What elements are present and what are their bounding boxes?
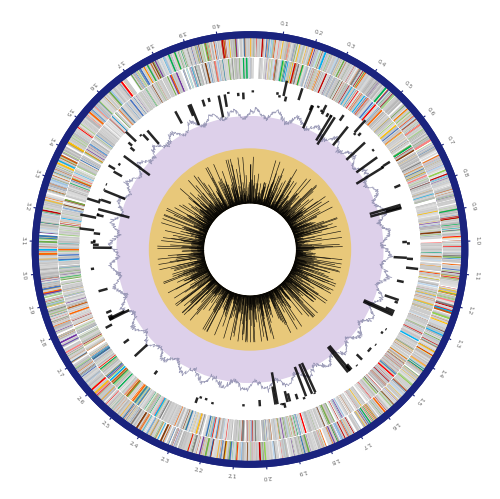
Text: 3.6: 3.6 [87,80,98,90]
Text: 3.1: 3.1 [20,236,26,246]
Text: 0.5: 0.5 [402,80,413,91]
Text: 1.1: 1.1 [473,271,479,280]
Text: 0.6: 0.6 [426,106,436,117]
Text: 3.2: 3.2 [24,201,30,211]
Text: 0.2: 0.2 [314,29,324,36]
Text: 2.3: 2.3 [160,457,170,465]
Text: 2.1: 2.1 [228,474,237,479]
Text: 2.6: 2.6 [75,396,85,406]
Circle shape [150,149,350,350]
Circle shape [205,205,295,294]
Text: 4.0: 4.0 [210,21,220,28]
Circle shape [205,205,295,294]
Text: 0.3: 0.3 [346,41,356,50]
Text: 2.2: 2.2 [193,468,203,475]
Text: 1.5: 1.5 [415,396,425,406]
Text: 2.8: 2.8 [38,337,46,348]
Text: 2.0: 2.0 [262,474,272,479]
Text: 3.5: 3.5 [64,106,74,117]
Text: 3.0: 3.0 [21,270,27,280]
Text: 3.3: 3.3 [32,167,40,178]
Text: 3.9: 3.9 [176,29,186,36]
Text: 1.9: 1.9 [297,468,307,475]
Text: 2.5: 2.5 [100,420,110,430]
Text: 1.8: 1.8 [330,457,340,465]
Text: 2.9: 2.9 [27,304,34,315]
Text: 3.4: 3.4 [46,136,54,146]
Text: 1.6: 1.6 [390,420,400,430]
Text: 3.7: 3.7 [114,59,124,68]
Text: 1.2: 1.2 [466,305,473,315]
Text: 0.8: 0.8 [460,167,468,178]
Text: 2.7: 2.7 [54,368,64,378]
Text: 0.7: 0.7 [446,136,454,146]
Text: 0.4: 0.4 [376,59,386,68]
Text: 0.1: 0.1 [280,21,289,28]
Text: 1.4: 1.4 [436,368,446,378]
Text: 0.9: 0.9 [470,201,476,211]
Text: 1.7: 1.7 [361,441,372,450]
Text: 2.4: 2.4 [128,441,139,450]
Text: 3.8: 3.8 [144,41,154,50]
Text: 1.3: 1.3 [454,337,462,348]
Text: 1.0: 1.0 [474,236,480,246]
Circle shape [117,117,383,382]
